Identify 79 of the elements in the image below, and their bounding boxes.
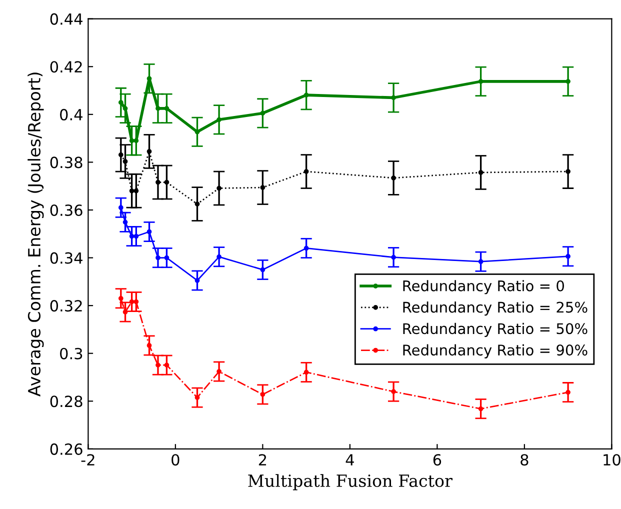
y-tick-label: 0.26 [50, 443, 82, 455]
point [164, 362, 170, 368]
point [478, 79, 484, 84]
x-tick-label: 4 [346, 454, 354, 466]
point [478, 170, 484, 175]
y-tick-label: 0.28 [50, 396, 82, 408]
point [304, 370, 309, 375]
point [194, 395, 200, 400]
point [260, 110, 266, 116]
point [134, 138, 139, 144]
x-tick-label: 6 [433, 454, 442, 466]
point [146, 229, 152, 234]
point [118, 152, 124, 158]
point [146, 343, 152, 348]
point [216, 254, 222, 260]
point [391, 254, 396, 260]
y-tick-label: 0.4 [60, 108, 82, 120]
point [566, 169, 570, 174]
point [156, 362, 160, 368]
point [156, 106, 160, 111]
point [194, 278, 200, 283]
point [146, 149, 152, 154]
point [478, 406, 484, 412]
x-tick-label: 2 [258, 454, 266, 466]
point [164, 255, 170, 260]
y-tick-label: 0.32 [50, 300, 82, 312]
point [164, 180, 170, 185]
legend-label: Redundancy Ratio = 0 [403, 280, 564, 294]
legend-label: Redundancy Ratio = 50% [403, 322, 588, 337]
point [216, 117, 222, 122]
point [260, 185, 266, 190]
point [122, 106, 128, 111]
x-tick-label: -2 [81, 454, 94, 466]
point [260, 392, 266, 397]
x-tick-label: 8 [520, 454, 528, 466]
y-tick-label: 0.3 [60, 348, 82, 360]
point [304, 246, 309, 251]
point [194, 129, 200, 134]
point [566, 390, 570, 395]
y-axis-title: Average Comm. Energy (Joules/Report) [28, 72, 44, 396]
point [134, 188, 139, 194]
x-axis-title: Multipath Fusion Factor [248, 474, 453, 490]
point [118, 296, 124, 301]
y-tick-label: 0.36 [50, 204, 82, 216]
point [304, 169, 309, 174]
point [129, 234, 134, 239]
point [216, 186, 222, 191]
x-tick-label: 10 [604, 454, 620, 466]
point [260, 267, 266, 272]
y-tick-label: 0.42 [50, 61, 82, 73]
point [566, 79, 570, 84]
y-tick-label: 0.44 [50, 13, 82, 25]
point [391, 95, 396, 100]
point [122, 310, 128, 314]
legend-label: Redundancy Ratio = 90% [403, 344, 588, 358]
point [391, 176, 396, 180]
point [156, 255, 160, 260]
point [304, 92, 309, 98]
point [118, 205, 124, 210]
point [566, 254, 570, 259]
point [122, 220, 128, 225]
point [129, 299, 134, 304]
point [118, 100, 124, 105]
y-tick-label: 0.38 [50, 156, 82, 168]
point [156, 180, 160, 185]
y-tick-label: 0.34 [50, 252, 82, 264]
point [194, 202, 200, 206]
point [164, 106, 170, 111]
legend-label: Redundancy Ratio = 25% [403, 301, 588, 316]
point [129, 188, 134, 194]
point [146, 76, 152, 81]
point [129, 138, 134, 144]
point [216, 369, 222, 374]
point [391, 389, 396, 394]
point [134, 234, 139, 239]
x-tick-label: 0 [172, 454, 180, 466]
point [478, 259, 484, 264]
point [134, 299, 139, 304]
point [122, 159, 128, 164]
